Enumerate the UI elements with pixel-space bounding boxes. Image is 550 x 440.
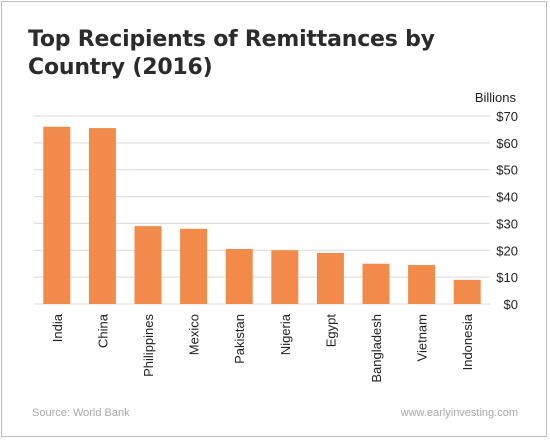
y-tick-label: $20 <box>496 243 518 258</box>
bar-vietnam <box>408 265 436 304</box>
x-category-label: India <box>50 313 65 342</box>
bar-nigeria <box>271 250 299 304</box>
source-note: Source: World Bank <box>32 407 130 419</box>
bar-pakistan <box>225 248 253 304</box>
y-tick-label: $30 <box>496 216 518 231</box>
bars <box>43 126 481 304</box>
x-category-label: Nigeria <box>278 313 293 355</box>
bar-indonesia <box>453 279 481 304</box>
bar-china <box>88 128 116 304</box>
x-category-label: China <box>95 313 110 348</box>
bar-india <box>43 126 71 304</box>
website-credit: www.earlyinvesting.com <box>400 407 518 419</box>
y-tick-label: $40 <box>496 190 518 205</box>
x-category-label: Pakistan <box>232 314 247 364</box>
bar-mexico <box>180 228 208 304</box>
y-tick-label: $60 <box>496 136 518 151</box>
x-axis-categories: India China Philippines Mexico Pakistan Niger… <box>50 313 475 382</box>
y-tick-label: $70 <box>496 109 518 124</box>
y-tick-label: $10 <box>496 270 518 285</box>
bar-egypt <box>316 252 344 304</box>
x-category-label: Vietnam <box>415 314 430 361</box>
x-category-label: Mexico <box>187 314 202 355</box>
x-category-label: Bangladesh <box>369 314 384 383</box>
y-tick-label: $50 <box>496 163 518 178</box>
y-axis-ticks: $0 $10 $20 $30 $40 $50 $60 $70 <box>496 109 518 312</box>
y-axis-unit-label: Billions <box>474 90 516 105</box>
y-tick-label: $0 <box>504 297 518 312</box>
x-category-label: Egypt <box>323 314 338 348</box>
x-category-label: Philippines <box>141 314 156 377</box>
chart-title: Top Recipients of Remittances by Country… <box>28 27 435 80</box>
bar-philippines <box>134 226 162 304</box>
bar-bangladesh <box>362 263 390 304</box>
x-category-label: Indonesia <box>460 313 475 370</box>
